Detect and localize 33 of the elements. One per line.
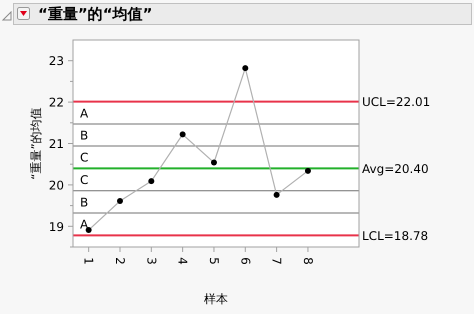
point bbox=[304, 168, 311, 174]
x-tick-label: 2 bbox=[112, 257, 127, 265]
annotation: A bbox=[80, 218, 89, 232]
ref-line-label: Avg=20.40 bbox=[362, 162, 429, 176]
point bbox=[274, 192, 280, 198]
x-tick-label: 5 bbox=[206, 257, 221, 265]
x-tick-label: 3 bbox=[144, 257, 158, 265]
point bbox=[116, 198, 123, 204]
annotation: A bbox=[80, 106, 89, 120]
y-tick-label: 19 bbox=[48, 220, 64, 234]
x-tick-label: 4 bbox=[176, 257, 190, 265]
annotation: B bbox=[80, 128, 88, 143]
annotation: B bbox=[80, 195, 88, 210]
x-tick-label: 7 bbox=[270, 257, 284, 265]
chart-title: “重量”的“均值” bbox=[38, 5, 152, 23]
y-axis-title: “重量”的均值 bbox=[29, 107, 43, 180]
x-tick-label: 1 bbox=[82, 257, 96, 265]
point bbox=[180, 131, 186, 138]
point bbox=[210, 160, 217, 166]
annotation: C bbox=[80, 173, 88, 188]
x-tick-label: 6 bbox=[238, 257, 252, 265]
ref-line-label: LCL=18.78 bbox=[362, 228, 428, 243]
y-tick-label: 23 bbox=[48, 54, 64, 68]
x-axis-title: 样本 bbox=[204, 292, 228, 306]
annotation: C bbox=[80, 150, 88, 165]
point bbox=[148, 178, 154, 184]
ref-line-label: UCL=22.01 bbox=[362, 95, 430, 110]
y-tick-label: 20 bbox=[48, 178, 64, 192]
y-tick-label: 22 bbox=[48, 96, 64, 110]
point bbox=[86, 227, 92, 234]
point bbox=[242, 65, 248, 72]
x-tick-label: 8 bbox=[300, 257, 315, 265]
y-tick-label: 21 bbox=[48, 137, 64, 151]
